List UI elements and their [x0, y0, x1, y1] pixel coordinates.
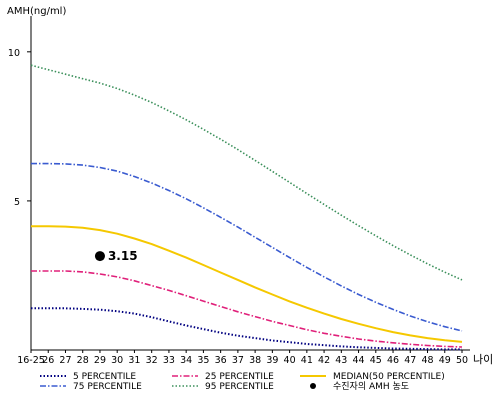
- x-tick-label: 31: [128, 355, 140, 366]
- legend: 5 PERCENTILE 25 PERCENTILE MEDIAN(50 PERCE…: [40, 372, 445, 392]
- x-tick-label: 37: [232, 355, 244, 366]
- x-tick-label: 35: [197, 355, 209, 366]
- x-tick-label: 38: [249, 355, 261, 366]
- legend-label-3: 75 PERCENTILE: [73, 382, 142, 392]
- series-line-3: [31, 162, 463, 332]
- x-tick-label: 32: [146, 355, 158, 366]
- x-tick-label: 34: [180, 355, 192, 366]
- y-tick-label: 5: [14, 197, 20, 208]
- x-tick-label: 43: [335, 355, 347, 366]
- x-tick-label: 36: [215, 355, 227, 366]
- x-tick-label: 29: [94, 355, 106, 366]
- legend-label-1: 25 PERCENTILE: [205, 372, 274, 382]
- series-line-2: [31, 225, 463, 343]
- x-tick-label: 28: [77, 355, 89, 366]
- x-tick-label: 27: [59, 355, 71, 366]
- x-tick-label: 48: [421, 355, 433, 366]
- x-tick-label: 30: [111, 355, 123, 366]
- series-group: [30, 64, 463, 351]
- x-tick-label: 40: [284, 355, 296, 366]
- x-tick-label: 47: [404, 355, 416, 366]
- legend-label-4: 95 PERCENTILE: [205, 382, 274, 392]
- x-tick-label: 39: [266, 355, 278, 366]
- patient-point: [94, 251, 105, 262]
- y-tick-labels: 5 10: [8, 48, 20, 208]
- y-axis-label: AMH(ng/ml): [7, 6, 66, 17]
- x-tick-label: 41: [301, 355, 313, 366]
- x-tick-label: 50: [456, 355, 468, 366]
- x-tick-label: 42: [318, 355, 330, 366]
- legend-swatch-point: [310, 383, 316, 389]
- legend-label-5: 수진자의 AMH 농도: [333, 381, 409, 392]
- legend-label-0: 5 PERCENTILE: [73, 372, 136, 382]
- points-group: 3.15: [94, 249, 138, 263]
- x-tick-label: 26: [42, 355, 54, 366]
- x-tick-label: 33: [163, 355, 175, 366]
- x-tick-label: 16-25: [17, 355, 45, 366]
- y-tick-label: 10: [8, 48, 20, 59]
- legend-label-2: MEDIAN(50 PERCENTILE): [333, 372, 445, 382]
- x-tick-label: 45: [370, 355, 382, 366]
- series-line-4: [30, 64, 463, 281]
- patient-point-label: 3.15: [108, 249, 138, 263]
- x-tick-label: 44: [353, 355, 365, 366]
- axes: [27, 16, 470, 353]
- series-line-0: [31, 307, 462, 351]
- x-tick-label: 49: [439, 355, 451, 366]
- x-axis-label: 나이: [473, 353, 493, 366]
- series-line-1: [31, 270, 463, 348]
- x-tick-label: 46: [387, 355, 399, 366]
